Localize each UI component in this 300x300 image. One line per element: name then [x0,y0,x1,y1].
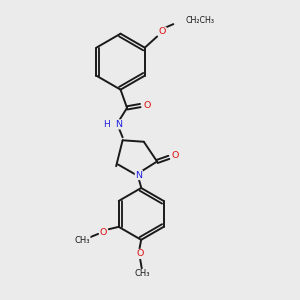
Text: O: O [100,228,107,237]
Text: O: O [143,101,150,110]
Text: N: N [135,170,142,179]
Text: CH₂CH₃: CH₂CH₃ [186,16,215,25]
Text: O: O [159,27,166,36]
Text: N: N [115,120,122,129]
Text: CH₃: CH₃ [74,236,90,245]
Text: H: H [103,120,110,129]
Text: O: O [136,249,144,258]
Text: CH₃: CH₃ [135,269,150,278]
Text: O: O [171,151,178,160]
